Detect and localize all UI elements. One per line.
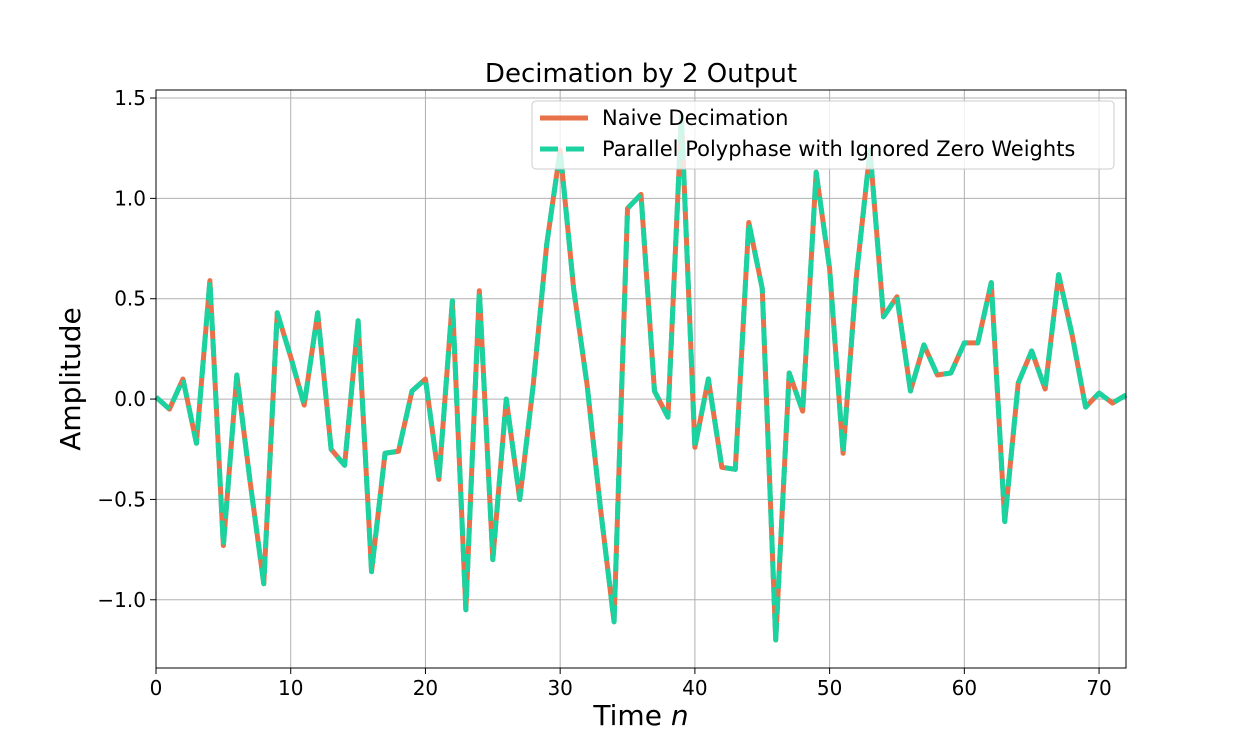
x-tick-label: 20 [413, 676, 438, 700]
x-tick-label: 40 [682, 676, 707, 700]
x-axis-label: Time n [592, 699, 688, 732]
x-tick-label: 30 [547, 676, 572, 700]
y-tick-label: 0.5 [114, 287, 146, 311]
x-tick-label: 60 [952, 676, 977, 700]
y-axis-ticks: −1.0 −0.5 0.0 0.5 1.0 1.5 [97, 86, 156, 612]
legend: Naive Decimation Parallel Polyphase with… [531, 100, 1115, 170]
series-lines [154, 113, 1128, 643]
legend-label-naive: Naive Decimation [602, 106, 788, 130]
x-tick-label: 10 [278, 676, 303, 700]
x-tick-label: 70 [1086, 676, 1111, 700]
x-axis-ticks: 0 10 20 30 40 50 60 70 [150, 668, 1112, 700]
y-tick-label: −0.5 [97, 487, 146, 511]
x-tick-label: 0 [150, 676, 163, 700]
y-tick-label: 1.5 [114, 86, 146, 110]
legend-box [531, 100, 1115, 170]
plot-frame [155, 89, 1127, 669]
series-line-polyphase [154, 113, 1128, 643]
chart-title: Decimation by 2 Output [485, 59, 797, 89]
y-tick-label: 1.0 [114, 186, 146, 210]
legend-label-polyphase: Parallel Polyphase with Ignored Zero Wei… [602, 137, 1075, 161]
y-tick-label: 0.0 [114, 387, 146, 411]
y-tick-label: −1.0 [97, 588, 146, 612]
y-axis-label: Amplitude [54, 307, 87, 451]
x-tick-label: 50 [817, 676, 842, 700]
x-axis-label-variable: n [671, 699, 689, 732]
x-axis-label-text: Time [592, 699, 670, 732]
